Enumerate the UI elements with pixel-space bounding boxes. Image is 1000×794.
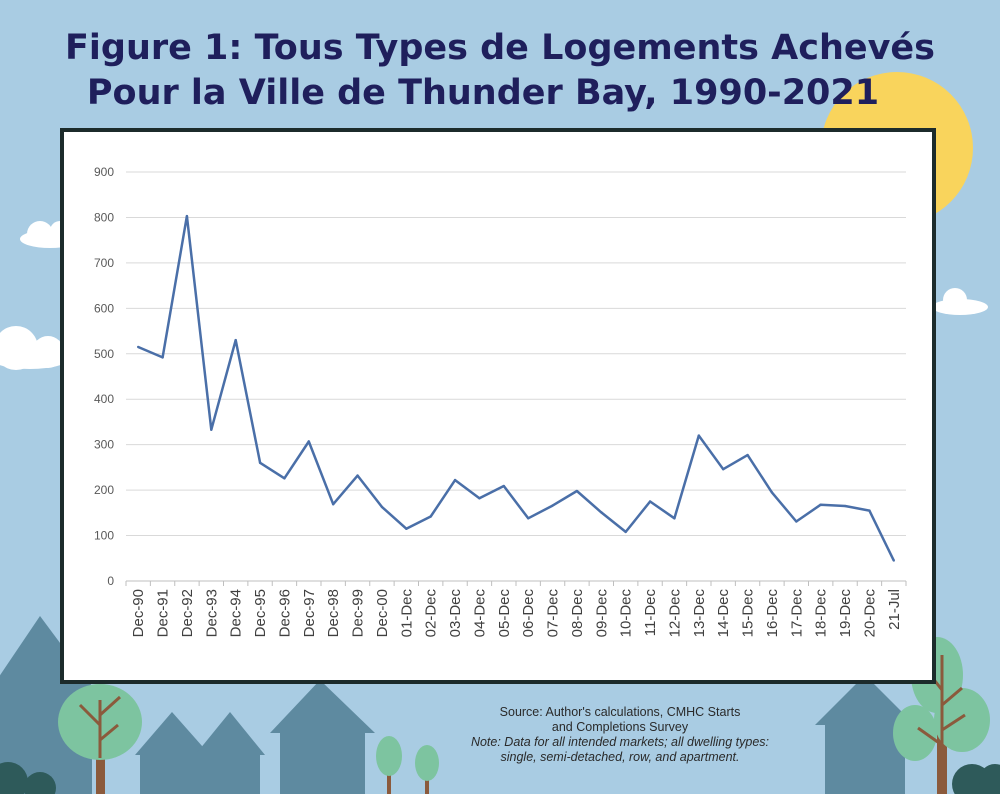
data-point [185, 214, 189, 218]
data-point [429, 515, 432, 518]
x-tick-label: Dec-92 [179, 589, 196, 637]
data-point [868, 509, 871, 512]
x-tick-label: 10-Dec [618, 589, 635, 638]
data-point [721, 468, 725, 471]
x-tick-label: 04-Dec [471, 589, 488, 638]
data-point [819, 503, 822, 506]
data-point [526, 517, 530, 520]
data-point [697, 434, 701, 437]
chart-title-line-2: Pour la Ville de Thunder Bay, 1990-2021 [86, 73, 880, 113]
y-tick-label: 500 [94, 347, 114, 361]
bushes-bottom-right [952, 764, 1000, 794]
data-point [380, 505, 384, 509]
data-point [648, 500, 652, 503]
y-tick-label: 800 [94, 210, 114, 224]
x-tick-label: 06-Dec [520, 589, 537, 638]
bushes-bottom-left [0, 762, 56, 794]
tree-small-2 [415, 745, 439, 794]
chart-title: Figure 1: Tous Types de Logements Achevé… [0, 26, 1000, 116]
data-point [136, 345, 140, 349]
y-tick-label: 600 [94, 301, 114, 315]
house-center-left [135, 712, 265, 794]
data-point [600, 511, 603, 514]
cloud-right [932, 288, 988, 315]
source-line-2: and Completions Survey [551, 720, 689, 734]
y-tick-label: 0 [107, 574, 114, 588]
x-tick-label: Dec-00 [374, 589, 391, 637]
chart-title-line-1: Figure 1: Tous Types de Logements Achevé… [64, 28, 935, 68]
x-tick-label: 12-Dec [666, 589, 683, 638]
x-tick-label: 01-Dec [398, 589, 415, 638]
y-tick-label: 100 [94, 529, 114, 543]
tree-right [893, 637, 990, 794]
x-tick-label: 17-Dec [788, 589, 805, 638]
x-tick-label: 11-Dec [642, 589, 659, 637]
line-chart: 0 100 200 300 400 500 600 700 800 900 Dec-90 Dec-91… [94, 165, 907, 638]
source-note: Source: Author's calculations, CMHC Star… [440, 705, 800, 765]
data-point [892, 559, 896, 562]
x-tick-label: 13-Dec [691, 589, 708, 638]
data-point [283, 477, 286, 480]
note-line-2: single, semi-detached, row, and apartmen… [500, 750, 740, 764]
series-line [137, 214, 895, 562]
y-tick-label: 900 [94, 165, 114, 179]
data-point [307, 440, 311, 443]
x-tick-label: Dec-97 [301, 589, 318, 637]
y-tick-label: 200 [94, 483, 114, 497]
data-point [575, 489, 579, 493]
x-tick-label: 21-Jul [886, 589, 903, 630]
x-tick-label: Dec-91 [155, 589, 172, 637]
x-tick-label: 15-Dec [740, 589, 757, 638]
x-tick-label: Dec-94 [228, 589, 245, 637]
x-tick-label: 18-Dec [813, 589, 830, 638]
data-point [405, 527, 408, 530]
x-tick-label: 19-Dec [837, 589, 854, 638]
x-tick-label: 08-Dec [569, 589, 586, 638]
x-tick-label: Dec-99 [350, 589, 367, 637]
y-tick-label: 700 [94, 256, 114, 270]
house-right [815, 675, 915, 794]
x-tick-label: Dec-93 [203, 589, 220, 637]
data-point [234, 338, 237, 342]
data-point [795, 520, 798, 523]
y-tick-label: 300 [94, 438, 114, 452]
source-line-1: Source: Author's calculations, CMHC Star… [499, 705, 741, 719]
note-line-1: Note: Data for all intended markets; all… [470, 735, 770, 749]
data-point [453, 478, 457, 482]
y-tick-label: 400 [94, 392, 114, 406]
x-tick-label: 03-Dec [447, 589, 464, 638]
data-point [478, 497, 481, 500]
x-tick-label: 09-Dec [593, 589, 610, 638]
data-point [624, 530, 627, 534]
data-point [210, 428, 213, 431]
data-point [258, 461, 262, 465]
data-point [746, 453, 749, 457]
x-tick-label: 02-Dec [423, 589, 440, 638]
data-point [673, 517, 676, 520]
x-tick-label: Dec-96 [276, 589, 293, 637]
x-tick-label: Dec-95 [252, 589, 269, 637]
data-point [331, 502, 335, 506]
data-point [161, 356, 164, 359]
x-tick-label: Dec-98 [325, 589, 342, 637]
data-point [770, 491, 774, 494]
x-tick-label: 14-Dec [715, 589, 732, 638]
x-tick-label: 05-Dec [496, 589, 513, 638]
x-tick-label: 20-Dec [861, 589, 878, 638]
tree-small-1 [376, 736, 402, 794]
x-tick-label: 07-Dec [545, 589, 562, 638]
chart-panel: 0 100 200 300 400 500 600 700 800 900 Dec-90 Dec-91… [60, 128, 936, 684]
cloud-left-mid [0, 326, 72, 370]
x-tick-label: 16-Dec [764, 589, 781, 638]
x-tick-label: Dec-90 [130, 589, 147, 637]
data-point [356, 474, 359, 477]
data-point [551, 504, 554, 507]
house-center [270, 680, 375, 794]
tree-left [58, 684, 142, 794]
data-point [843, 504, 847, 508]
data-point [502, 484, 506, 488]
